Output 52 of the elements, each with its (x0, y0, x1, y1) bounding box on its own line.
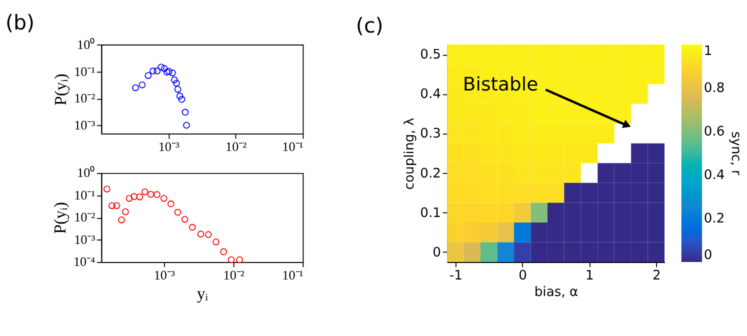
y-tick-label: 0.5 (420, 48, 441, 63)
x-axis-title: bias, α (534, 285, 579, 300)
y-tick-label: 0.3 (420, 126, 441, 142)
y-axis-title: coupling, λ (402, 118, 418, 190)
x-tick-label: 10⁻¹ (282, 138, 304, 154)
color-bar-label: 1 (704, 44, 712, 59)
point (160, 65, 168, 72)
point (158, 64, 165, 71)
chart-title: (c) (356, 13, 384, 38)
y-tick-label: 10⁰ (77, 36, 96, 52)
x-tick-label: 10⁻¹ (282, 267, 304, 282)
color-bar-label: 0.2 (704, 211, 725, 226)
x-axis-title: yᵢ (196, 284, 208, 304)
color-bar-label: 0.6 (704, 124, 725, 140)
point (173, 80, 180, 87)
y-tick-label: 0.2 (420, 166, 441, 182)
y-tick-label: 10⁻³ (74, 232, 96, 247)
y-axis-title: P(yᵢ) (50, 74, 70, 106)
color-bar-label: 0.8 (704, 80, 725, 96)
point (166, 68, 172, 75)
x-tick-label: 10⁻² (226, 138, 247, 154)
x-tick-label: 1 (586, 268, 594, 284)
y-tick-label: 10⁻¹ (74, 187, 96, 202)
y-tick-label: 0 (432, 245, 441, 260)
color-bar-label: 0.4 (704, 168, 725, 183)
point (174, 86, 182, 93)
point (169, 69, 176, 76)
x-tick-label: 2 (652, 268, 661, 284)
point (176, 92, 184, 100)
point (178, 96, 186, 103)
x-tick-label: 0 (518, 268, 527, 284)
point (163, 68, 170, 76)
x-tick-label: -1 (449, 268, 462, 284)
annotation: Bistable (462, 74, 538, 96)
y-tick-label: 10⁻² (74, 210, 96, 225)
point (183, 122, 190, 129)
y-tick-label: 0.4 (420, 87, 441, 102)
point (171, 76, 178, 84)
y-tick-label: 0.1 (420, 206, 441, 221)
y-axis-title: P(yᵢ) (50, 202, 70, 234)
y-tick-label: 10⁻³ (74, 118, 96, 133)
y-tick-label: 10⁻⁴ (73, 254, 96, 270)
color-bar-label: 0 (704, 248, 712, 264)
x-tick-label: 10⁻³ (158, 138, 180, 154)
chart-title: (b) (5, 10, 35, 35)
color-bar-title: sync, r (728, 131, 744, 176)
x-tick-label: 10⁻³ (154, 267, 175, 282)
point (182, 108, 189, 116)
x-tick-label: 10⁻² (223, 267, 244, 282)
y-tick-label: 10⁻¹ (74, 64, 96, 79)
y-tick-label: 10⁰ (77, 165, 96, 180)
y-tick-label: 10⁻² (74, 90, 96, 106)
